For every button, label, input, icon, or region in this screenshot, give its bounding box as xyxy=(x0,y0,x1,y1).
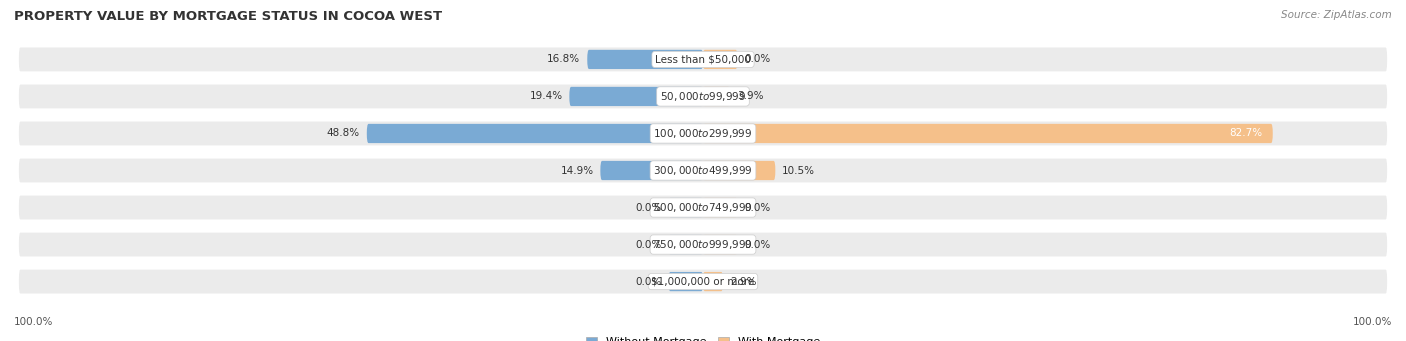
Text: $1,000,000 or more: $1,000,000 or more xyxy=(651,277,755,286)
Text: 16.8%: 16.8% xyxy=(547,55,581,64)
FancyBboxPatch shape xyxy=(669,272,703,291)
FancyBboxPatch shape xyxy=(669,198,703,217)
FancyBboxPatch shape xyxy=(703,198,738,217)
Text: 0.0%: 0.0% xyxy=(636,239,662,250)
FancyBboxPatch shape xyxy=(367,124,703,143)
FancyBboxPatch shape xyxy=(600,161,703,180)
Text: 0.0%: 0.0% xyxy=(744,203,770,212)
FancyBboxPatch shape xyxy=(17,194,1389,221)
FancyBboxPatch shape xyxy=(703,50,738,69)
Text: Less than $50,000: Less than $50,000 xyxy=(655,55,751,64)
FancyBboxPatch shape xyxy=(703,124,1272,143)
Text: 82.7%: 82.7% xyxy=(1229,129,1263,138)
FancyBboxPatch shape xyxy=(17,268,1389,295)
FancyBboxPatch shape xyxy=(703,272,723,291)
FancyBboxPatch shape xyxy=(17,46,1389,73)
Text: 48.8%: 48.8% xyxy=(326,129,360,138)
Text: 0.0%: 0.0% xyxy=(744,239,770,250)
FancyBboxPatch shape xyxy=(588,50,703,69)
Text: Source: ZipAtlas.com: Source: ZipAtlas.com xyxy=(1281,10,1392,20)
Text: 0.0%: 0.0% xyxy=(636,277,662,286)
Text: $500,000 to $749,999: $500,000 to $749,999 xyxy=(654,201,752,214)
FancyBboxPatch shape xyxy=(17,231,1389,258)
FancyBboxPatch shape xyxy=(17,157,1389,184)
FancyBboxPatch shape xyxy=(569,87,703,106)
Text: $750,000 to $999,999: $750,000 to $999,999 xyxy=(654,238,752,251)
Text: 10.5%: 10.5% xyxy=(782,165,815,176)
FancyBboxPatch shape xyxy=(17,120,1389,147)
Text: $300,000 to $499,999: $300,000 to $499,999 xyxy=(654,164,752,177)
Text: 19.4%: 19.4% xyxy=(529,91,562,102)
FancyBboxPatch shape xyxy=(703,87,730,106)
Text: 2.9%: 2.9% xyxy=(730,277,756,286)
Text: PROPERTY VALUE BY MORTGAGE STATUS IN COCOA WEST: PROPERTY VALUE BY MORTGAGE STATUS IN COC… xyxy=(14,10,441,23)
Text: 3.9%: 3.9% xyxy=(737,91,763,102)
Text: $50,000 to $99,999: $50,000 to $99,999 xyxy=(659,90,747,103)
Text: 100.0%: 100.0% xyxy=(14,317,53,327)
FancyBboxPatch shape xyxy=(17,83,1389,110)
Text: 0.0%: 0.0% xyxy=(744,55,770,64)
Text: 100.0%: 100.0% xyxy=(1353,317,1392,327)
Legend: Without Mortgage, With Mortgage: Without Mortgage, With Mortgage xyxy=(582,332,824,341)
FancyBboxPatch shape xyxy=(703,235,738,254)
Text: 0.0%: 0.0% xyxy=(636,203,662,212)
FancyBboxPatch shape xyxy=(669,235,703,254)
FancyBboxPatch shape xyxy=(703,161,775,180)
Text: 14.9%: 14.9% xyxy=(561,165,593,176)
Text: $100,000 to $299,999: $100,000 to $299,999 xyxy=(654,127,752,140)
